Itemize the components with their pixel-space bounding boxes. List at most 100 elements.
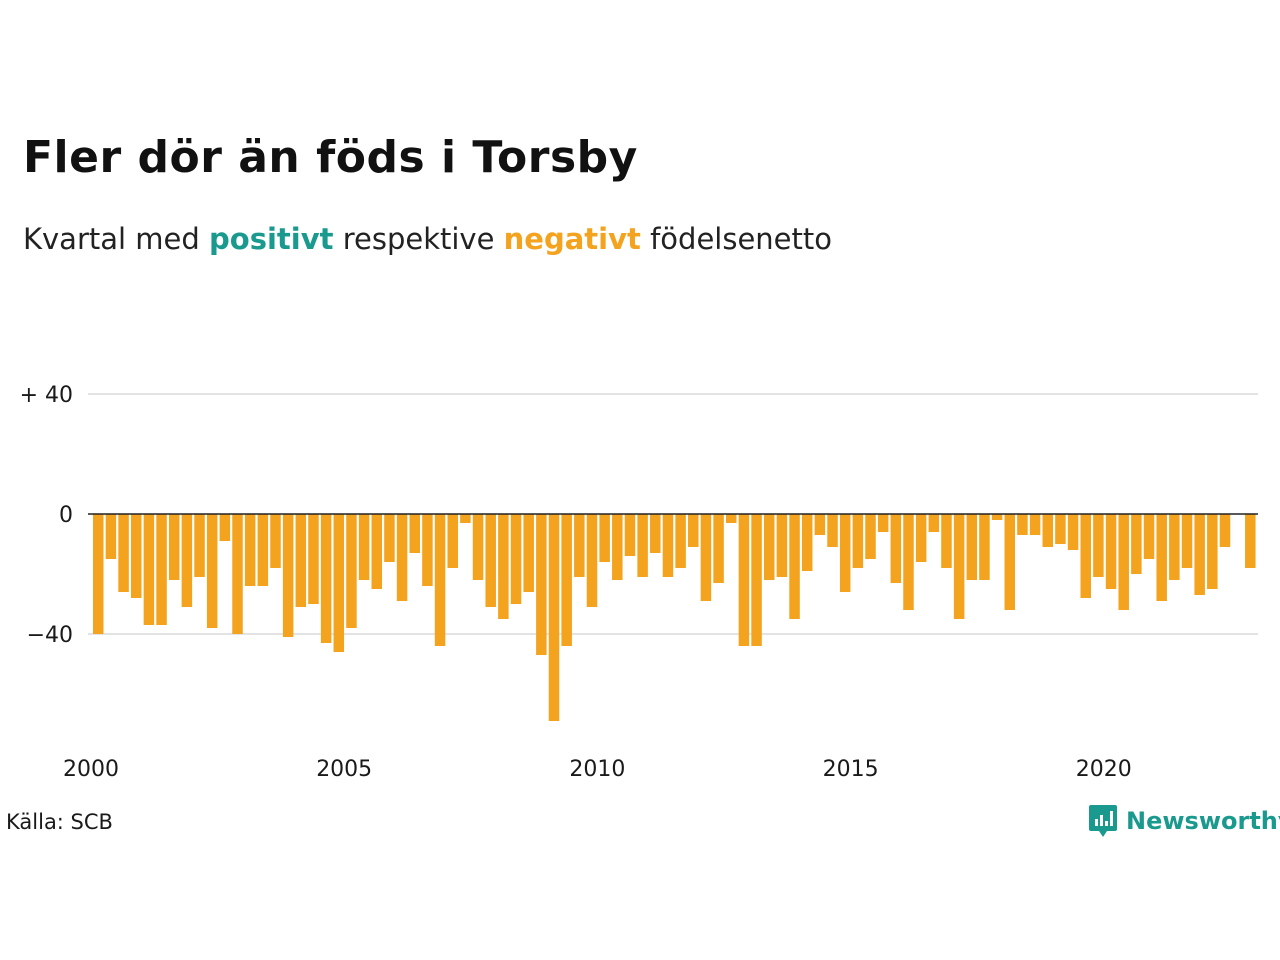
newsworthy-logo: Newsworthy (1088, 803, 1280, 839)
bar (1181, 514, 1193, 568)
bar (637, 514, 648, 577)
bar (485, 514, 496, 607)
bar (852, 514, 864, 568)
x-tick-label: 2015 (823, 757, 879, 782)
bar (1143, 514, 1155, 559)
bar (371, 514, 383, 589)
bar (763, 514, 775, 580)
bar (991, 514, 1003, 520)
bar (548, 514, 560, 721)
bar (574, 514, 585, 577)
bar (156, 514, 167, 625)
bar (941, 514, 952, 568)
source-note: Källa: SCB (6, 810, 113, 834)
bar (93, 514, 104, 634)
bar (1156, 514, 1167, 601)
bar (1207, 514, 1218, 589)
bar (282, 514, 294, 637)
subtitle-negative: negativt (503, 222, 641, 256)
bar (801, 514, 813, 571)
bar (536, 514, 547, 655)
bar (814, 514, 826, 535)
bar (1055, 514, 1066, 544)
bar (561, 514, 572, 646)
bar (966, 514, 978, 580)
bar (903, 514, 914, 610)
subtitle-middle: respektive (333, 222, 504, 256)
bar (105, 514, 117, 559)
chart-title: Fler dör än föds i Torsby (23, 132, 638, 183)
bar (890, 514, 902, 583)
bar (675, 514, 686, 568)
bar (1017, 514, 1028, 535)
bar (168, 514, 180, 580)
bar (839, 514, 851, 592)
bar (1080, 514, 1091, 598)
bar (523, 514, 534, 592)
bar (1093, 514, 1104, 577)
bar (979, 514, 990, 580)
bar (1194, 514, 1205, 595)
bar (308, 514, 319, 604)
bar (447, 514, 458, 568)
bar (510, 514, 522, 604)
bar (472, 514, 484, 580)
bar (358, 514, 370, 580)
bar (181, 514, 193, 607)
y-tick-label: + 40 (20, 383, 73, 408)
bar (422, 514, 433, 586)
bar (700, 514, 712, 601)
bar (877, 514, 889, 532)
bar (915, 514, 927, 562)
bar (738, 514, 750, 646)
bar (599, 514, 610, 562)
bar (713, 514, 724, 583)
x-tick-label: 2020 (1076, 757, 1132, 782)
bar (118, 514, 129, 592)
bar (789, 514, 800, 619)
y-tick-label: −40 (27, 623, 73, 648)
bar (257, 514, 269, 586)
x-tick-label: 2000 (63, 757, 119, 782)
bar (662, 514, 674, 577)
bar (1219, 514, 1231, 547)
bar (498, 514, 509, 619)
bar (244, 514, 256, 586)
bar (1131, 514, 1142, 574)
bar (219, 514, 231, 541)
bar (688, 514, 699, 547)
bar (409, 514, 420, 553)
bar (384, 514, 395, 562)
bar (586, 514, 598, 607)
bar (1105, 514, 1117, 589)
newsworthy-logo-icon (1089, 805, 1117, 837)
bar (751, 514, 762, 646)
bar (928, 514, 940, 532)
subtitle-positive: positivt (209, 222, 334, 256)
bar (776, 514, 788, 577)
bar (434, 514, 446, 646)
bar (827, 514, 838, 547)
bar (650, 514, 661, 553)
bar (612, 514, 623, 580)
bar (270, 514, 281, 568)
bar (1042, 514, 1053, 547)
bar (865, 514, 876, 559)
bar (396, 514, 408, 601)
bar (130, 514, 142, 598)
bar (333, 514, 345, 652)
bar (624, 514, 636, 556)
bar (1245, 514, 1256, 568)
bar (295, 514, 307, 607)
bar (320, 514, 332, 643)
bar (232, 514, 243, 634)
bar (1004, 514, 1016, 610)
bar (346, 514, 357, 628)
bar (194, 514, 205, 577)
bar (953, 514, 965, 619)
bar (1118, 514, 1129, 610)
y-tick-label: 0 (59, 503, 73, 528)
bar (1169, 514, 1180, 580)
